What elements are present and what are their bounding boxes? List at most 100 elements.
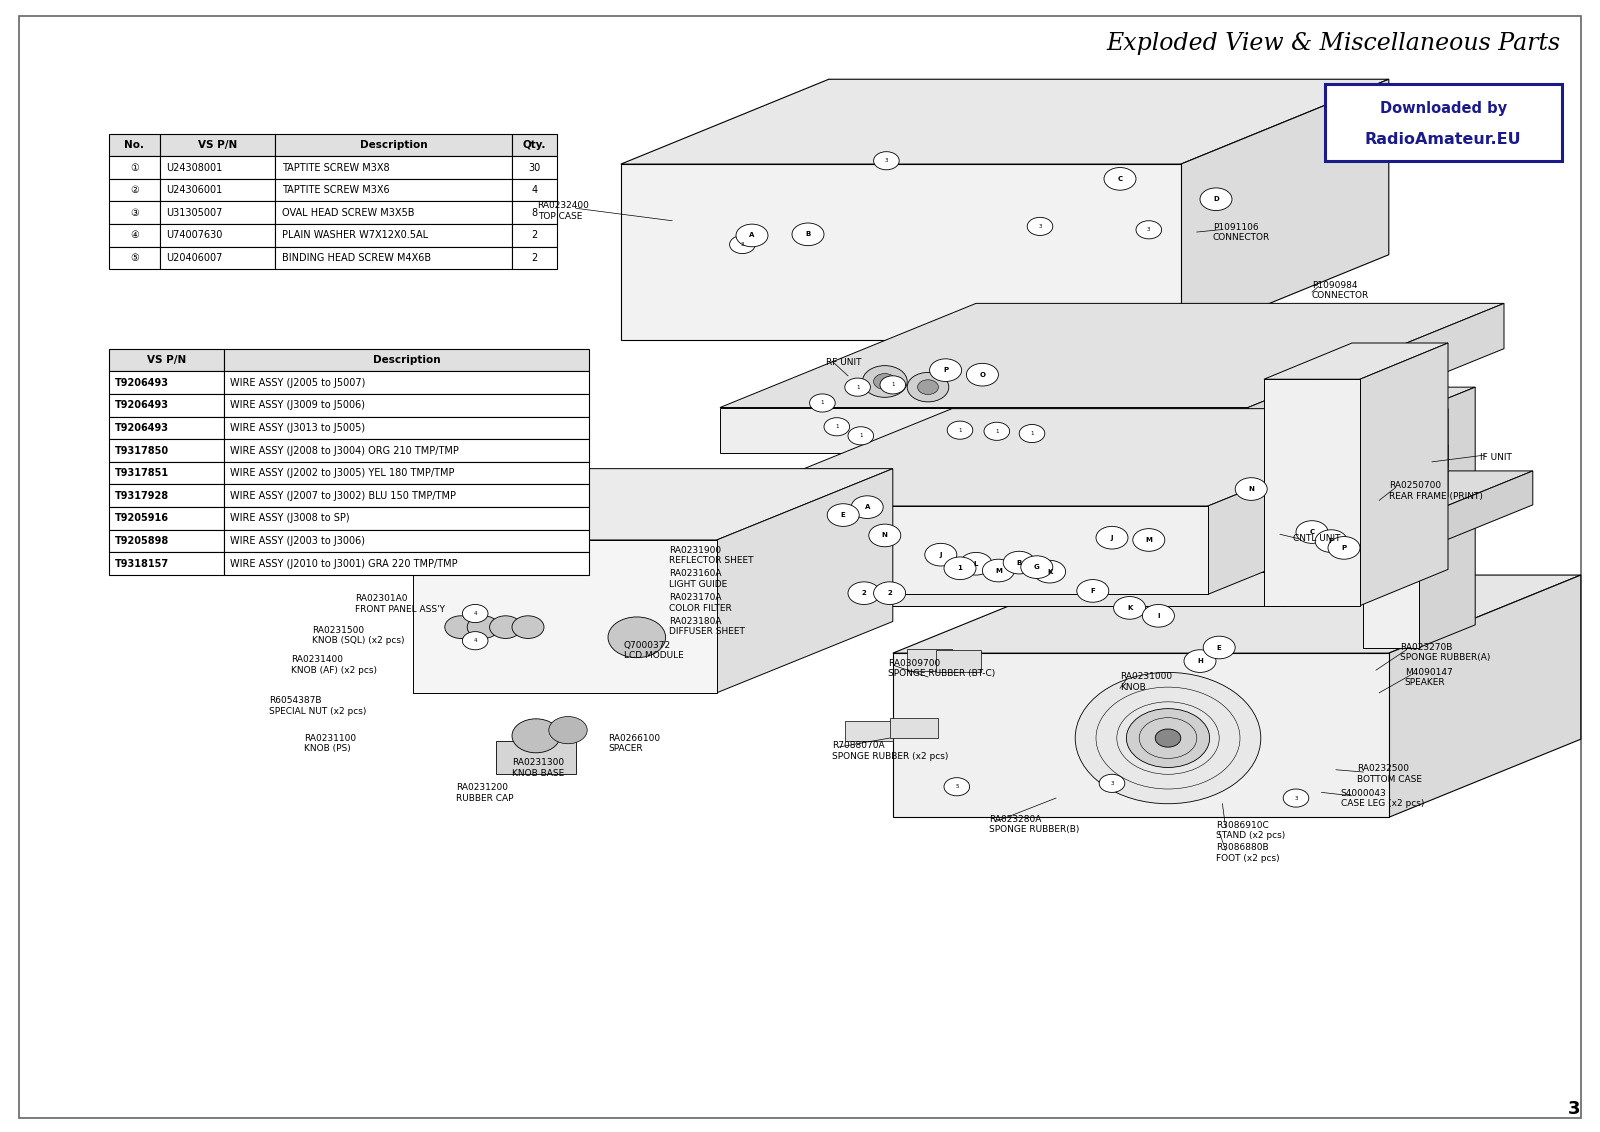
Bar bbox=[512, 156, 557, 179]
Text: RA0309700
SPONGE RUBBER (BT-C): RA0309700 SPONGE RUBBER (BT-C) bbox=[888, 659, 995, 678]
Circle shape bbox=[810, 394, 835, 412]
Circle shape bbox=[1133, 529, 1165, 551]
Bar bbox=[275, 247, 512, 269]
Circle shape bbox=[1027, 217, 1053, 235]
Circle shape bbox=[925, 543, 957, 566]
Text: T9205916: T9205916 bbox=[115, 514, 170, 523]
Polygon shape bbox=[1389, 575, 1581, 817]
Text: F: F bbox=[1330, 538, 1333, 544]
Circle shape bbox=[1096, 526, 1128, 549]
Bar bbox=[109, 417, 224, 439]
Polygon shape bbox=[621, 164, 1181, 340]
Circle shape bbox=[827, 504, 859, 526]
Circle shape bbox=[1136, 221, 1162, 239]
Text: 3: 3 bbox=[1110, 781, 1114, 786]
Text: 1: 1 bbox=[957, 565, 963, 572]
Ellipse shape bbox=[1075, 672, 1261, 804]
Polygon shape bbox=[1200, 445, 1448, 568]
Text: 3: 3 bbox=[1568, 1100, 1581, 1118]
Circle shape bbox=[947, 421, 973, 439]
Bar bbox=[109, 371, 224, 394]
Text: H: H bbox=[1197, 658, 1203, 664]
Polygon shape bbox=[1181, 79, 1389, 340]
Text: 4: 4 bbox=[531, 186, 538, 195]
Bar bbox=[109, 179, 160, 201]
Text: I: I bbox=[1157, 612, 1160, 619]
Bar bbox=[109, 530, 224, 552]
Circle shape bbox=[982, 559, 1014, 582]
Text: M4090147
SPEAKER: M4090147 SPEAKER bbox=[1405, 668, 1453, 687]
Bar bbox=[160, 224, 275, 247]
Circle shape bbox=[880, 376, 906, 394]
Text: J: J bbox=[1110, 534, 1114, 541]
Circle shape bbox=[1003, 551, 1035, 574]
Text: RA023160A
LIGHT GUIDE: RA023160A LIGHT GUIDE bbox=[669, 569, 726, 589]
Polygon shape bbox=[717, 471, 1533, 572]
Circle shape bbox=[1328, 537, 1360, 559]
Circle shape bbox=[549, 717, 587, 744]
Text: Description: Description bbox=[373, 355, 440, 365]
Text: S4000043
CASE LEG (x2 pcs): S4000043 CASE LEG (x2 pcs) bbox=[1341, 789, 1424, 808]
Text: U24308001: U24308001 bbox=[166, 163, 222, 172]
Ellipse shape bbox=[1155, 729, 1181, 747]
Bar bbox=[224, 552, 589, 575]
Bar bbox=[109, 201, 160, 224]
Text: RadioAmateur.EU: RadioAmateur.EU bbox=[1365, 131, 1522, 147]
Text: K: K bbox=[1126, 604, 1133, 611]
Text: Qty.: Qty. bbox=[523, 140, 546, 149]
Circle shape bbox=[512, 616, 544, 638]
Text: 3: 3 bbox=[1038, 224, 1042, 229]
Text: CNTL UNIT: CNTL UNIT bbox=[1293, 534, 1341, 543]
Text: N: N bbox=[1248, 486, 1254, 492]
Polygon shape bbox=[496, 741, 576, 774]
Text: WIRE ASSY (J3008 to SP): WIRE ASSY (J3008 to SP) bbox=[230, 514, 350, 523]
Bar bbox=[512, 179, 557, 201]
Text: WIRE ASSY (J2010 to J3001) GRA 220 TMP/TMP: WIRE ASSY (J2010 to J3001) GRA 220 TMP/T… bbox=[230, 559, 458, 568]
Text: RA0266100
SPACER: RA0266100 SPACER bbox=[608, 734, 661, 753]
Circle shape bbox=[462, 604, 488, 623]
Bar bbox=[224, 507, 589, 530]
Polygon shape bbox=[1264, 343, 1448, 379]
Text: BINDING HEAD SCREW M4X6B: BINDING HEAD SCREW M4X6B bbox=[282, 254, 430, 263]
Circle shape bbox=[851, 496, 883, 518]
Text: D: D bbox=[1213, 196, 1219, 203]
Text: T9317850: T9317850 bbox=[115, 446, 170, 455]
Text: 4: 4 bbox=[474, 638, 477, 643]
Text: R3086910C
STAND (x2 pcs): R3086910C STAND (x2 pcs) bbox=[1216, 821, 1285, 840]
Bar bbox=[224, 462, 589, 484]
Bar bbox=[512, 201, 557, 224]
Text: B: B bbox=[805, 231, 811, 238]
Circle shape bbox=[960, 552, 992, 575]
Circle shape bbox=[1184, 650, 1216, 672]
Text: RF UNIT: RF UNIT bbox=[826, 358, 861, 367]
Circle shape bbox=[930, 359, 962, 381]
Circle shape bbox=[845, 378, 870, 396]
Polygon shape bbox=[1208, 409, 1448, 594]
Bar bbox=[275, 201, 512, 224]
Bar bbox=[160, 156, 275, 179]
Text: E: E bbox=[1218, 644, 1221, 651]
Bar bbox=[109, 156, 160, 179]
Bar bbox=[224, 484, 589, 507]
Bar bbox=[512, 224, 557, 247]
Text: VS P/N: VS P/N bbox=[147, 355, 186, 365]
Text: N: N bbox=[882, 532, 888, 539]
Polygon shape bbox=[1264, 379, 1360, 606]
Bar bbox=[109, 349, 224, 371]
Text: 2: 2 bbox=[862, 590, 866, 597]
Text: WIRE ASSY (J2008 to J3004) ORG 210 TMP/TMP: WIRE ASSY (J2008 to J3004) ORG 210 TMP/T… bbox=[230, 446, 459, 455]
Text: RA0231900
REFLECTOR SHEET: RA0231900 REFLECTOR SHEET bbox=[669, 546, 754, 565]
Text: P: P bbox=[1341, 544, 1347, 551]
Bar bbox=[275, 134, 512, 156]
Polygon shape bbox=[1363, 410, 1419, 648]
Text: C: C bbox=[1117, 175, 1123, 182]
Circle shape bbox=[1114, 597, 1146, 619]
Bar bbox=[224, 530, 589, 552]
Circle shape bbox=[730, 235, 755, 254]
Text: O: O bbox=[979, 371, 986, 378]
Text: T9318157: T9318157 bbox=[115, 559, 170, 568]
Text: ④: ④ bbox=[130, 231, 139, 240]
Polygon shape bbox=[720, 445, 1448, 546]
Text: 1: 1 bbox=[856, 385, 859, 389]
Text: 4: 4 bbox=[474, 611, 477, 616]
